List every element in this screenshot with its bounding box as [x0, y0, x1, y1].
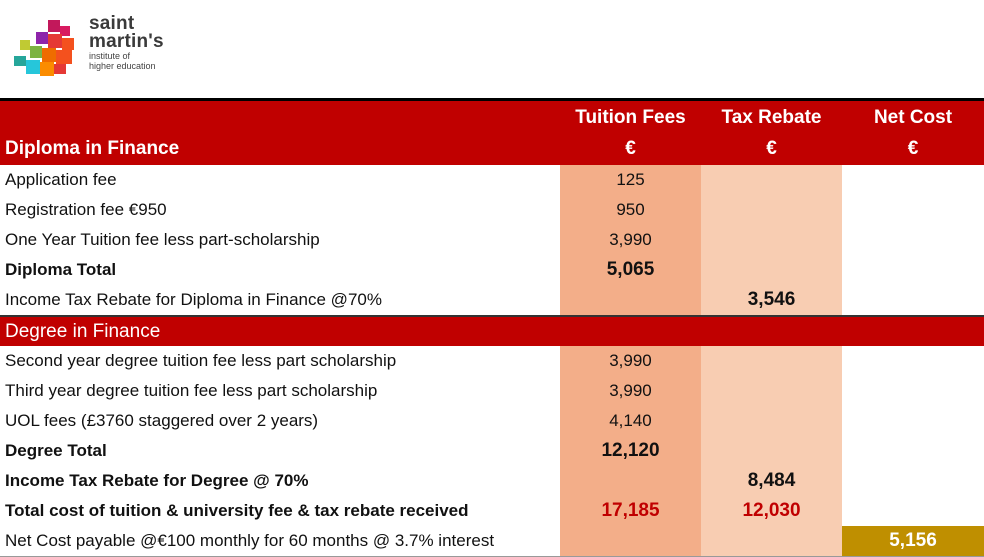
table-row: Income Tax Rebate for Diploma in Finance…	[0, 285, 984, 316]
row-label: Application fee	[5, 170, 117, 189]
fees-cell: 3,990	[560, 225, 701, 255]
fees-cell: 3,990	[560, 346, 701, 376]
table-row: UOL fees (£3760 staggered over 2 years) …	[0, 406, 984, 436]
logo-wordmark: saint martin's institute of higher educa…	[89, 14, 164, 72]
logo-mosaic-icon	[14, 20, 74, 76]
net-cell	[842, 165, 984, 195]
row-label: Registration fee €950	[5, 200, 167, 219]
table-row: Net Cost payable @€100 monthly for 60 mo…	[0, 526, 984, 557]
row-label: Income Tax Rebate for Diploma in Finance…	[5, 290, 382, 309]
rebate-cell	[701, 526, 842, 557]
fees-cell: 125	[560, 165, 701, 195]
table-row: Income Tax Rebate for Degree @ 70% 8,484	[0, 466, 984, 496]
rebate-cell	[701, 165, 842, 195]
net-cell	[842, 225, 984, 255]
logo-line-martins: martin's	[89, 31, 164, 52]
net-cell	[842, 466, 984, 496]
row-label: Third year degree tuition fee less part …	[5, 381, 378, 400]
row-label: Total cost of tuition & university fee &…	[5, 501, 469, 520]
fees-table: Tuition Fees Tax Rebate Net Cost Diploma…	[0, 98, 984, 557]
rebate-cell	[701, 255, 842, 285]
table-row: One Year Tuition fee less part-scholarsh…	[0, 225, 984, 255]
fees-cell: 17,185	[560, 496, 701, 526]
rebate-cell: 12,030	[701, 496, 842, 526]
logo-line-higher-ed: higher education	[89, 61, 156, 71]
fees-cell	[560, 526, 701, 557]
row-label: Second year degree tuition fee less part…	[5, 351, 397, 370]
fees-cell: 4,140	[560, 406, 701, 436]
fees-cell	[560, 466, 701, 496]
fees-cell	[560, 285, 701, 316]
net-cell	[842, 195, 984, 225]
net-cell	[842, 346, 984, 376]
table-row: Degree Total 12,120	[0, 436, 984, 466]
table-row: Registration fee €950 950	[0, 195, 984, 225]
net-cost-total: 5,156	[842, 526, 984, 557]
table-row: Application fee 125	[0, 165, 984, 195]
row-label: Degree Total	[5, 441, 107, 460]
col-header-tuition-fees: Tuition Fees	[560, 98, 701, 135]
row-label: Net Cost payable @€100 monthly for 60 mo…	[0, 526, 560, 557]
section-title-degree: Degree in Finance	[0, 315, 984, 346]
rebate-cell	[701, 225, 842, 255]
rebate-cell	[701, 195, 842, 225]
currency-net: €	[842, 135, 984, 165]
rebate-cell: 8,484	[701, 466, 842, 496]
currency-fees: €	[560, 135, 701, 165]
header-row-titles: Tuition Fees Tax Rebate Net Cost	[0, 98, 984, 135]
logo-line-institute: institute of	[89, 51, 131, 61]
fees-cell: 12,120	[560, 436, 701, 466]
rebate-cell	[701, 436, 842, 466]
row-label: UOL fees (£3760 staggered over 2 years)	[5, 411, 319, 430]
net-cell	[842, 496, 984, 526]
row-label: One Year Tuition fee less part-scholarsh…	[5, 230, 320, 249]
section-title-diploma: Diploma in Finance	[0, 135, 560, 165]
header-row-currency: Diploma in Finance € € €	[0, 135, 984, 165]
rebate-cell	[701, 406, 842, 436]
table-row: Total cost of tuition & university fee &…	[0, 496, 984, 526]
net-cell	[842, 436, 984, 466]
logo-line-saint: saint	[89, 13, 135, 34]
table-row: Diploma Total 5,065	[0, 255, 984, 285]
fees-cell: 3,990	[560, 376, 701, 406]
row-label: Diploma Total	[5, 260, 117, 279]
table-row: Third year degree tuition fee less part …	[0, 376, 984, 406]
net-cell	[842, 376, 984, 406]
section-row-degree: Degree in Finance	[0, 315, 984, 346]
saint-martins-logo: saint martin's institute of higher educa…	[12, 14, 212, 84]
net-cell	[842, 406, 984, 436]
table-row: Second year degree tuition fee less part…	[0, 346, 984, 376]
rebate-cell: 3,546	[701, 285, 842, 316]
net-cell	[842, 255, 984, 285]
col-header-net-cost: Net Cost	[842, 98, 984, 135]
header-blank	[0, 98, 560, 135]
net-cell	[842, 285, 984, 316]
col-header-tax-rebate: Tax Rebate	[701, 98, 842, 135]
rebate-cell	[701, 376, 842, 406]
fees-cell: 5,065	[560, 255, 701, 285]
fees-cell: 950	[560, 195, 701, 225]
rebate-cell	[701, 346, 842, 376]
currency-rebate: €	[701, 135, 842, 165]
row-label: Income Tax Rebate for Degree @ 70%	[5, 471, 309, 490]
